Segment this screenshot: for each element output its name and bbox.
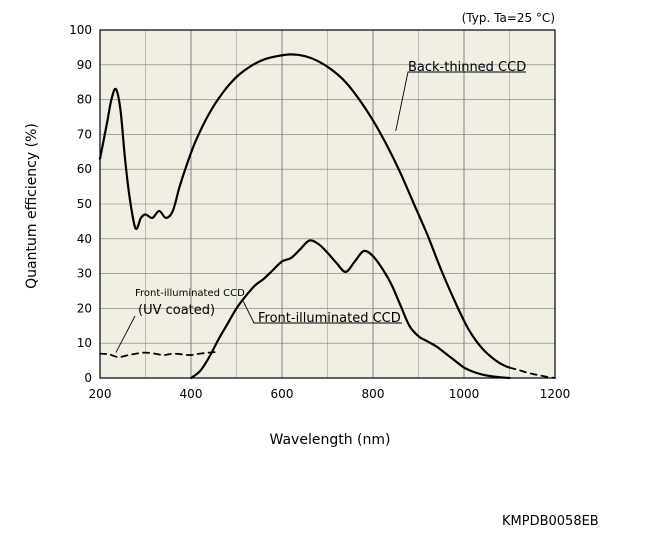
annotation-leaders	[115, 71, 526, 353]
y-tick-label: 100	[69, 23, 92, 37]
plot-frame	[99, 29, 556, 379]
back-thinned-label: Back-thinned CCD	[408, 60, 526, 75]
series-line-3	[508, 366, 556, 379]
y-tick-label: 40	[77, 232, 92, 246]
y-tick-label: 20	[77, 301, 92, 315]
x-tick-label: 200	[89, 387, 112, 401]
x-tick-label: 800	[362, 387, 385, 401]
y-tick-label: 50	[77, 197, 92, 211]
y-axis-label: Quantum efficiency (%)	[24, 123, 40, 289]
leader-uv-coated	[115, 315, 136, 353]
y-tick-label: 90	[77, 58, 92, 72]
x-tick-label: 1000	[449, 387, 480, 401]
series-line-1	[189, 239, 511, 380]
leader-back-thinned	[395, 71, 526, 132]
x-tick-label: 400	[180, 387, 203, 401]
y-tick-label: 30	[77, 267, 92, 281]
uv-coated-label-line1: Front-illuminated CCD	[135, 288, 245, 299]
tick-labels: 200 400 600 800 1000 1200 0 10 20 30 40 50 60 70 80 90 1…	[69, 23, 570, 401]
y-tick-label: 70	[77, 127, 92, 141]
y-tick-label: 80	[77, 93, 92, 107]
front-illuminated-label: Front-illuminated CCD	[258, 311, 401, 326]
leader-front-illuminated	[242, 301, 402, 324]
figure-code: KMPDB0058EB	[502, 514, 599, 529]
uv-coated-label-line2: (UV coated)	[138, 303, 215, 318]
series-group	[98, 53, 556, 380]
series-line-0	[98, 53, 511, 369]
series-line-2	[99, 351, 220, 359]
x-tick-label: 1200	[540, 387, 571, 401]
x-axis-label: Wavelength (nm)	[270, 432, 391, 448]
y-tick-label: 10	[77, 336, 92, 350]
y-tick-label: 60	[77, 162, 92, 176]
y-tick-label: 0	[84, 371, 92, 385]
condition-label: (Typ. Ta=25 °C)	[462, 11, 555, 25]
x-tick-label: 600	[271, 387, 294, 401]
